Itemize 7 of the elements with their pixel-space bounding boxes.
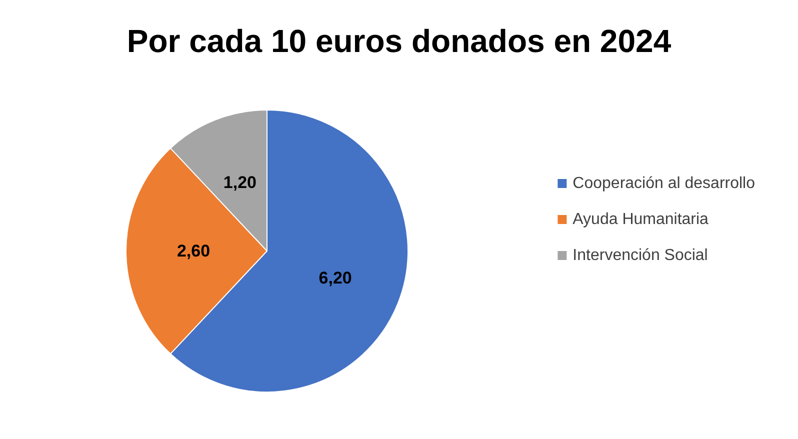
legend-label: Ayuda Humanitaria <box>572 211 709 228</box>
data-label: 1,20 <box>223 173 256 192</box>
legend-label: Cooperación al desarrollo <box>572 175 756 192</box>
chart-title: Por cada 10 euros donados en 2024 <box>126 23 672 59</box>
legend-label: Intervención Social <box>572 247 708 264</box>
data-label: 6,20 <box>318 268 352 288</box>
data-label: 2,60 <box>176 242 210 260</box>
